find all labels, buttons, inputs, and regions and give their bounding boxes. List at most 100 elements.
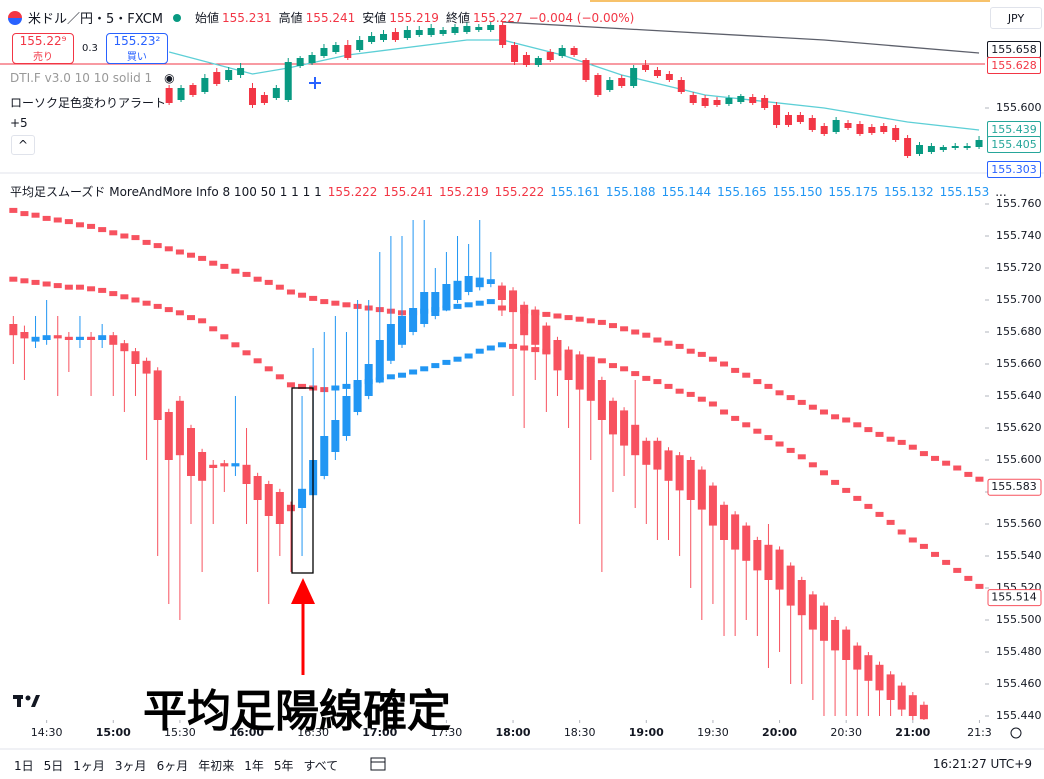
ma-dash	[9, 207, 18, 213]
indicator[interactable]: DTI.F v3.0 10 10 solid 1	[10, 71, 153, 85]
ma-dash	[886, 436, 895, 442]
indicator[interactable]: ローソク足色変わりアラート	[10, 96, 167, 110]
symbol[interactable]: 米ドル／円・5・FXCM	[28, 12, 164, 27]
legend-value: 155.241	[383, 184, 433, 199]
candle-body	[608, 400, 617, 435]
ma-dash	[75, 284, 84, 290]
range-button[interactable]: 6ヶ月	[156, 759, 189, 773]
candle-body	[786, 565, 795, 606]
candle-body	[564, 349, 573, 380]
ma-dash	[542, 311, 551, 317]
ma-dash	[253, 358, 262, 364]
candle-body	[749, 97, 757, 103]
y-tick-label: 155.640	[996, 389, 1042, 402]
range-button[interactable]: 3ヶ月	[114, 759, 147, 773]
candle-body	[120, 343, 129, 352]
candle-body	[20, 332, 29, 339]
range-button[interactable]: 1ヶ月	[73, 759, 105, 773]
ma-dash	[942, 460, 951, 466]
candle-body	[697, 469, 706, 510]
last-value-label: 155.514	[991, 591, 1037, 604]
highlight-box	[291, 387, 314, 574]
candle-body	[284, 62, 292, 100]
legend-value: 155.144	[661, 184, 712, 199]
candle-body	[260, 95, 268, 103]
ma-dash	[231, 342, 240, 348]
range-button[interactable]: 5日	[43, 759, 64, 773]
ma-dash	[897, 529, 906, 535]
buy-button[interactable]: 155.23² 買い	[105, 33, 168, 64]
candle-body	[975, 140, 983, 147]
candle-body	[31, 336, 40, 342]
clock: 16:21:27 UTC+9	[933, 757, 1032, 771]
candle-body	[511, 45, 519, 62]
sell-button[interactable]: 155.22⁹ 売り	[12, 33, 74, 64]
candle-body	[737, 96, 745, 102]
ma-dash	[797, 399, 806, 405]
ma-dash	[220, 334, 229, 340]
ma-dash	[453, 303, 462, 309]
candle-body	[415, 30, 423, 35]
x-tick-label: 15:30	[164, 726, 196, 739]
price-label: 155.658	[987, 41, 1041, 58]
eye-icon[interactable]: ◉	[164, 71, 175, 85]
ma-dash	[486, 345, 495, 351]
ma-dash	[686, 348, 695, 354]
ma-dash	[597, 358, 606, 364]
settings-icon[interactable]	[1010, 727, 1022, 739]
ma-dash	[275, 374, 284, 380]
candle-body	[331, 420, 340, 452]
indicator-count[interactable]: +5	[10, 116, 28, 130]
ma-dash	[475, 300, 484, 306]
range-button[interactable]: 5年	[273, 759, 294, 773]
ma-dash	[975, 476, 984, 482]
ma-dash	[908, 537, 917, 543]
ma-dash	[9, 276, 18, 282]
candle-body	[356, 40, 364, 50]
ma-dash	[53, 283, 62, 289]
ma-dash	[342, 302, 351, 308]
indicator-row: ローソク足色変わりアラート	[10, 94, 166, 111]
ma-dash	[31, 279, 40, 285]
ma-dash	[764, 435, 773, 441]
candle-body	[808, 118, 816, 130]
candle-body	[844, 123, 852, 128]
candle-body	[442, 284, 451, 308]
candle-body	[853, 645, 862, 670]
currency-button[interactable]: JPY	[990, 7, 1042, 29]
candle-body	[892, 128, 900, 140]
ma-dash	[608, 363, 617, 369]
candle-body	[131, 351, 140, 364]
ma-dash	[475, 348, 484, 354]
candle-body	[963, 146, 971, 148]
ma-dash	[98, 227, 107, 233]
candle-body	[177, 88, 185, 100]
candle-body	[344, 45, 352, 58]
collapse-button[interactable]: ^	[11, 135, 35, 155]
legend-more[interactable]: ...	[995, 184, 1007, 199]
range-button[interactable]: 年初来	[198, 759, 235, 773]
range-button[interactable]: 1日	[14, 759, 34, 773]
x-tick-label: 21:00	[895, 726, 930, 739]
indicator-name[interactable]: 平均足スムーズド MoreAndMore Info 8 100 50 1 1 1…	[10, 185, 322, 199]
ma-dash	[53, 217, 62, 223]
legend-value: 155.132	[883, 184, 934, 199]
candle-body	[546, 52, 554, 60]
candle-body	[542, 325, 551, 355]
ma-dash	[20, 278, 29, 284]
ma-dash	[453, 356, 462, 362]
ma-dash	[620, 366, 629, 372]
indicator-line	[502, 21, 980, 54]
candle-body	[499, 25, 507, 45]
ma-dash	[298, 292, 307, 298]
candle-body	[164, 412, 173, 460]
candle-body	[189, 85, 197, 95]
range-button[interactable]: 1年	[244, 759, 264, 773]
calendar-icon[interactable]	[370, 757, 386, 771]
ma-dash	[697, 396, 706, 402]
range-button[interactable]: すべて	[303, 759, 339, 773]
ma-dash	[842, 417, 851, 423]
candle-body	[368, 36, 376, 42]
x-tick-label: 19:00	[629, 726, 664, 739]
